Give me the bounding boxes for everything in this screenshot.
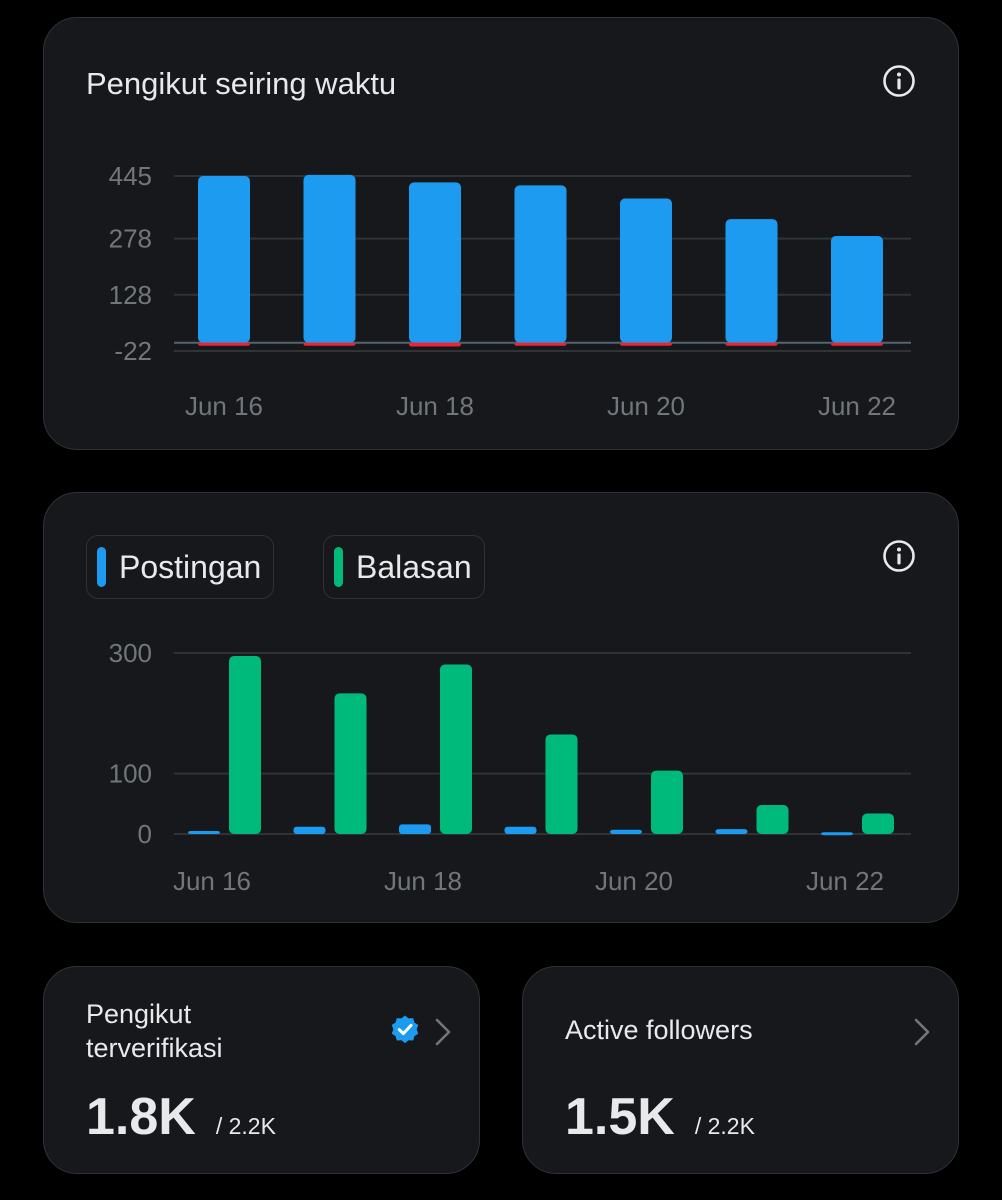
x-tick-label: Jun 20 — [595, 866, 673, 896]
chevron-right-icon[interactable] — [433, 1017, 453, 1047]
bar-balasan — [756, 805, 789, 834]
legend-postingan-swatch — [97, 547, 106, 587]
x-tick-label: Jun 22 — [806, 866, 884, 896]
active-followers-value: 1.5K / 2.2K — [565, 1087, 755, 1147]
bar-postingan — [188, 830, 220, 834]
info-icon[interactable] — [882, 539, 916, 573]
bar-gained — [198, 176, 250, 343]
bar-balasan — [229, 656, 261, 834]
bar-lost — [620, 342, 672, 346]
chevron-right-icon[interactable] — [912, 1017, 932, 1047]
y-tick-label: 445 — [109, 161, 152, 191]
verified-value-number: 1.8K — [86, 1088, 196, 1146]
verified-badge-icon — [391, 1015, 419, 1044]
active-value-number: 1.5K — [565, 1088, 675, 1146]
y-tick-label: 278 — [109, 224, 152, 254]
verified-followers-value: 1.8K / 2.2K — [86, 1087, 276, 1147]
bar-balasan — [440, 664, 472, 834]
active-value-total: / 2.2K — [694, 1113, 755, 1139]
active-followers-card[interactable]: Active followers 1.5K / 2.2K — [522, 966, 959, 1174]
y-tick-label: 128 — [109, 280, 152, 310]
verified-title-line2: terverifikasi — [86, 1033, 223, 1063]
bar-postingan — [293, 826, 326, 834]
verified-followers-title: Pengikut terverifikasi — [86, 997, 223, 1065]
active-followers-title: Active followers — [565, 1015, 753, 1045]
bar-balasan — [545, 734, 578, 834]
posts-replies-bar-chart: 300 100 0 Jun 16 Jun 18 Jun 20 Jun 22 — [109, 638, 911, 896]
x-tick-label: Jun 20 — [607, 391, 685, 421]
bar-gained — [620, 198, 672, 343]
bar-postingan — [399, 824, 431, 834]
bar-balasan — [334, 693, 367, 834]
y-tick-label: 100 — [109, 759, 152, 789]
bar-gained — [409, 182, 461, 343]
bar-lost — [303, 342, 356, 346]
bar-postingan — [821, 832, 853, 836]
followers-bar-chart: 445 278 128 -22 Jun 16 Jun 18 Jun 20 Jun 22 — [109, 161, 911, 421]
bar-lost — [725, 342, 778, 346]
bar-lost — [514, 342, 567, 346]
x-tick-label: Jun 18 — [396, 391, 474, 421]
verified-followers-card[interactable]: Pengikut terverifikasi 1.8K / 2.2K — [43, 966, 480, 1174]
bar-lost — [409, 342, 461, 347]
y-tick-label: -22 — [114, 336, 152, 366]
x-tick-label: Jun 16 — [173, 866, 251, 896]
bar-gained — [514, 185, 567, 343]
bar-gained — [725, 219, 778, 343]
legend-postingan-label: Postingan — [119, 548, 262, 585]
legend-balasan-swatch — [334, 547, 343, 587]
bar-postingan — [504, 826, 537, 834]
y-tick-label: 0 — [138, 819, 152, 849]
bar-balasan — [862, 813, 894, 834]
x-tick-label: Jun 22 — [818, 391, 896, 421]
posts-replies-card: Postingan Balasan 300 100 0 Jun 16 Jun 18 Jun… — [43, 492, 959, 923]
bar-postingan — [715, 829, 748, 834]
verified-title-line1: Pengikut — [86, 999, 192, 1029]
bar-gained — [831, 235, 883, 343]
legend-balasan[interactable]: Balasan — [323, 535, 485, 599]
x-tick-label: Jun 18 — [384, 866, 462, 896]
x-tick-label: Jun 16 — [185, 391, 263, 421]
info-icon[interactable] — [882, 64, 916, 98]
bar-lost — [831, 342, 883, 346]
followers-chart-title: Pengikut seiring waktu — [86, 66, 397, 101]
legend-balasan-label: Balasan — [356, 548, 472, 585]
bar-balasan — [651, 770, 683, 834]
bar-postingan — [610, 829, 642, 834]
followers-over-time-card: Pengikut seiring waktu 445 278 128 -22 Jun 1… — [43, 17, 959, 450]
y-tick-label: 300 — [109, 638, 152, 668]
verified-value-total: / 2.2K — [215, 1113, 276, 1139]
bar-gained — [303, 174, 356, 343]
legend-postingan[interactable]: Postingan — [86, 535, 275, 599]
bar-lost — [198, 342, 250, 346]
